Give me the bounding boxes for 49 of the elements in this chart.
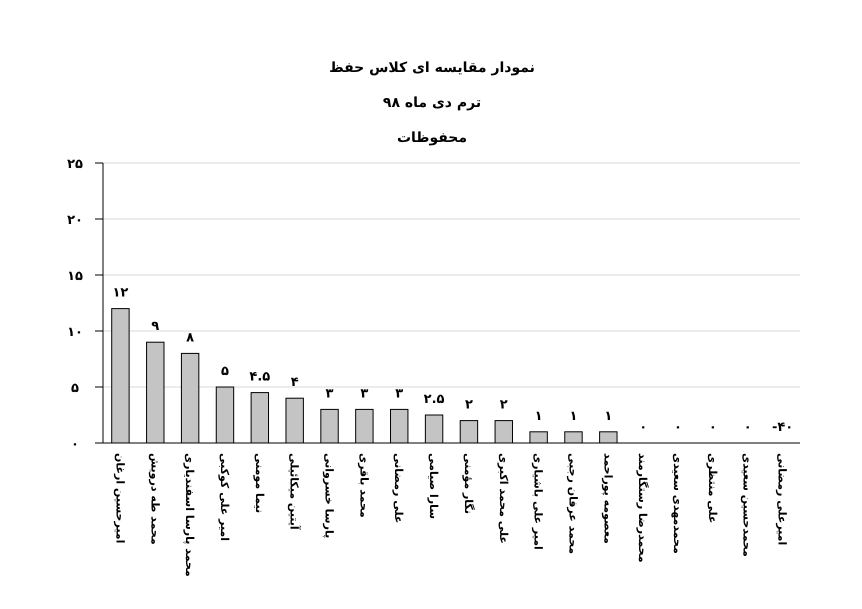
x-tick-label: معصومه پوراحمد [601, 453, 614, 544]
x-tick-label: محمدرضا رستگارمند [636, 453, 650, 563]
x-tick-label: علی رمضانی [392, 453, 406, 524]
x-tick-label: امیر علی کوکبی [218, 453, 231, 542]
chart-subtitle: ترم دی ماه ۹۸ [382, 95, 482, 111]
data-label: ۱ [570, 408, 578, 424]
data-label: ۲.۵ [424, 392, 445, 407]
y-axis-title: محفوظات [396, 130, 468, 146]
chart-title: نمودار مقایسه ای کلاس حفظ [329, 60, 535, 76]
x-tick-label: علی منتظری [706, 453, 719, 524]
x-tick-label: آیتین میکائیلی [288, 453, 302, 530]
x-tick-label: امیرحسین ارغان [113, 453, 126, 544]
data-label: ۹ [151, 319, 160, 334]
data-label: ۱ [604, 408, 612, 424]
text: -۴۰ [772, 420, 794, 435]
data-label: ۱ [534, 408, 543, 424]
x-tick-label: امیرعلی رمضانی [776, 453, 789, 546]
data-label: ۳ [395, 386, 404, 402]
x-tick-label: محمدحسین سعیدی [740, 453, 754, 557]
data-label: ۰ [674, 420, 682, 435]
y-tick-label: ۵ [71, 381, 80, 396]
x-tick-label: محمد باقری [357, 453, 370, 518]
y-tick-label: ۱۵ [67, 269, 83, 284]
y-tick-label: ۱۰ [67, 325, 83, 340]
x-tick-label: محمد پارسا اسفندیاری [183, 453, 196, 577]
data-label: ۱۲ [112, 286, 128, 301]
x-tick-label: نگار مؤمنی [462, 453, 475, 514]
data-label: ۳ [360, 386, 368, 402]
data-label: ۰ [708, 420, 717, 435]
x-tick-label: سارا صیامی [427, 453, 440, 520]
x-tick-label: امیر علی باشیاری [532, 453, 545, 550]
x-tick-label: محمد عرفان رجبی [566, 453, 580, 554]
x-tick-label: علی محمد اکبری [496, 453, 510, 544]
data-label: ۴ [290, 375, 299, 390]
x-tick-label: پارسا خسروانی [322, 453, 336, 538]
y-tick-label: ۲۰ [67, 213, 83, 228]
data-label: ۲ [464, 398, 473, 413]
data-label: ۳ [326, 386, 334, 402]
y-tick-label: ۰ [71, 437, 79, 452]
x-tick-label: محمد طه درویش [148, 453, 162, 545]
data-label: ۵ [221, 364, 230, 379]
data-label: ۴.۵ [249, 370, 270, 385]
data-label: ۰ [639, 420, 648, 435]
data-label: ۲ [500, 398, 508, 413]
data-label: ۸ [186, 330, 194, 346]
data-label: ۰ [744, 420, 752, 435]
x-tick-label: نیما مومنی [252, 453, 266, 514]
y-tick-label: ۲۵ [67, 157, 83, 172]
x-tick-label: محمدمهدی سعیدی [671, 453, 684, 554]
